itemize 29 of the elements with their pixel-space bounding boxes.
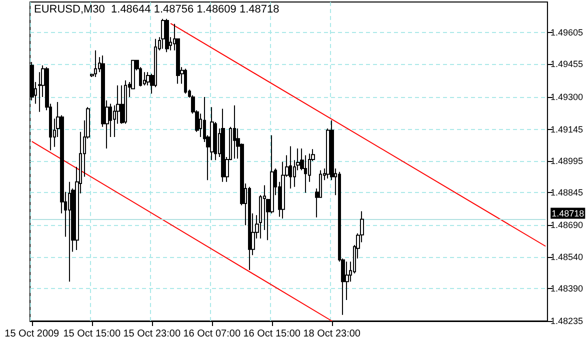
candlestick — [120, 84, 124, 124]
candlestick — [161, 18, 165, 50]
candlestick — [94, 50, 97, 78]
chart-title: EURUSD,M30 1.48644 1.48756 1.48609 1.48718 — [34, 4, 280, 16]
y-tick-label: 1.49145 — [550, 124, 584, 134]
x-tick-label: 15 Oct 2009 — [4, 328, 60, 340]
y-tick-label: 1.48690 — [550, 220, 584, 230]
ref-line-label: 1.48718 — [552, 208, 584, 218]
candlestick — [233, 104, 236, 160]
y-tick-label: 1.48995 — [550, 156, 584, 166]
candlestick — [248, 186, 251, 271]
y-tick-label: 1.49605 — [550, 28, 584, 38]
y-tick-label: 1.48540 — [550, 252, 584, 262]
candlestick — [289, 146, 292, 190]
y-tick-label: 1.49455 — [550, 59, 584, 70]
x-tick-label: 16 Oct 07:00 — [183, 328, 241, 340]
candlestick — [68, 181, 71, 282]
candlestick — [221, 108, 225, 182]
x-tick-label: 15 Oct 23:00 — [123, 328, 181, 340]
x-tick-label: 18 Oct 23:00 — [303, 328, 361, 340]
y-tick-label: 1.48235 — [550, 316, 584, 326]
y-tick-label: 1.49300 — [550, 92, 584, 102]
y-tick-label: 1.48390 — [550, 283, 584, 294]
y-tick-label: 1.48845 — [550, 188, 584, 198]
candlestick — [165, 18, 169, 53]
x-tick-label: 15 Oct 15:00 — [63, 328, 121, 340]
candlestick — [184, 68, 187, 94]
x-tick-label: 16 Oct 15:00 — [243, 328, 301, 340]
candlestick — [124, 80, 127, 124]
